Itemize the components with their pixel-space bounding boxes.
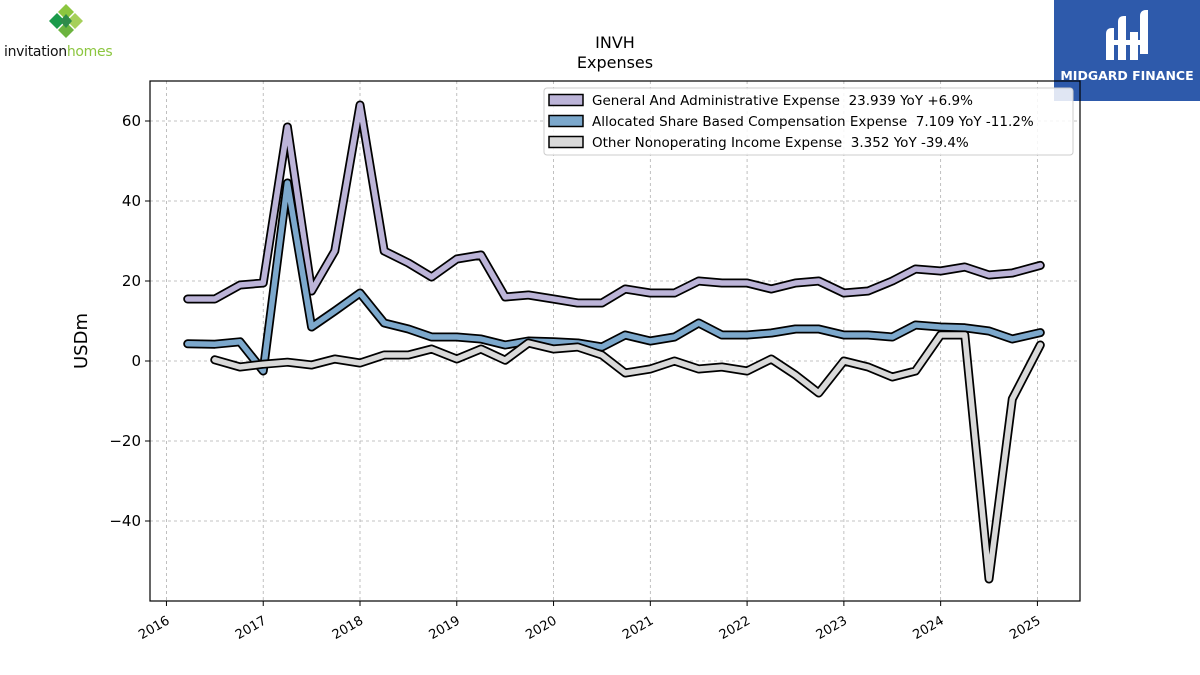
wordmark-part-1: invitation <box>4 44 67 60</box>
chart-title: INVH <box>595 33 635 52</box>
legend-box <box>543 87 1074 156</box>
y-axis-label: USDm <box>71 313 92 369</box>
legend-label-3: Other Nonoperating Income Expense 3.352 … <box>592 135 969 151</box>
legend-swatch-3 <box>548 135 584 149</box>
plot-frame <box>149 80 1081 602</box>
y-tick-label: 20 <box>122 272 141 290</box>
x-tick-label: 2020 <box>523 613 559 643</box>
legend-swatch-2 <box>548 114 584 128</box>
x-tick-label: 2019 <box>427 613 463 643</box>
x-tick-label: 2016 <box>136 613 172 643</box>
legend-label-1: General And Administrative Expense 23.93… <box>592 93 973 109</box>
x-tick-label: 2017 <box>233 613 269 643</box>
publisher-name: MIDGARD FINANCE <box>1060 68 1194 83</box>
wordmark-part-2: homes <box>66 44 113 60</box>
x-tick-label: 2018 <box>330 613 366 643</box>
y-tick-label: 40 <box>122 192 141 210</box>
series-2-line <box>184 180 1044 374</box>
series-3-line <box>212 332 1044 582</box>
y-tick-label: −20 <box>109 432 141 450</box>
x-tick-label: 2025 <box>1007 613 1043 643</box>
x-tick-label: 2024 <box>910 613 946 643</box>
y-tick-label: 0 <box>131 352 141 370</box>
series-layer <box>183 100 1045 584</box>
chart-subtitle: Expenses <box>577 53 653 72</box>
invitation-homes-logo: invitationhomes <box>4 4 134 60</box>
legend: General And Administrative Expense 23.93… <box>543 87 1074 156</box>
clover-logo-icon <box>49 4 83 38</box>
x-tick-label: 2023 <box>814 613 850 643</box>
legend-swatch-1 <box>548 93 584 107</box>
x-tick-label: 2022 <box>717 613 753 643</box>
y-tick-label: 60 <box>122 112 141 130</box>
legend-label-2: Allocated Share Based Compensation Expen… <box>592 114 1034 130</box>
series-1-line <box>184 102 1044 306</box>
midgard-emblem-icon <box>1106 10 1148 60</box>
midgard-finance-logo: MIDGARD FINANCE <box>1054 0 1200 101</box>
y-tick-label: −40 <box>109 512 141 530</box>
company-wordmark: invitationhomes <box>4 44 113 60</box>
x-tick-label: 2021 <box>620 613 656 643</box>
